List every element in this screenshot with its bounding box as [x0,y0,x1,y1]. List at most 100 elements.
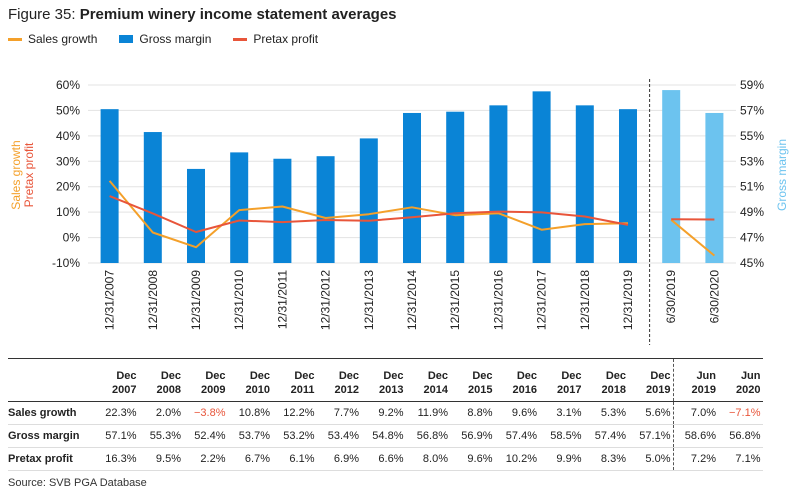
bar-gross-margin [403,112,421,263]
table-cell: 9.9% [539,447,584,471]
table-header-text: Dec [338,370,359,382]
table-cell: 7.1% [718,447,763,471]
x-tick-label: 12/31/2007 [103,270,117,330]
table-header-text: 2012 [334,384,359,396]
table-cell: 8.8% [450,401,495,425]
chart-legend: Sales growth Gross margin Pretax profit [8,32,318,46]
table-cell: 55.3% [138,424,183,448]
table-header-cell: Dec 2019 [628,358,673,402]
legend-label-pretax: Pretax profit [253,32,319,46]
table-header-text: Jun [696,370,716,382]
table-cell: 7.2% [672,447,718,471]
table-row-label: Sales growth [8,401,94,425]
table-cell: 57.4% [494,424,539,448]
x-tick-label: 12/31/2008 [146,270,160,330]
y-right-tick-label: 53% [740,154,764,168]
table-cell: −7.1% [718,401,763,425]
table-cell: 12.2% [272,401,317,425]
x-tick-label: 6/30/2020 [707,270,721,324]
y-left-tick-label: 60% [56,78,80,92]
table-header-text: 2010 [245,384,270,396]
table-header-text: Jun [740,370,761,382]
table-header-text: Dec [516,370,537,382]
x-tick-label: 12/31/2018 [578,270,592,330]
table-header-row: Dec 2007 Dec 2008 Dec 2009 Dec 2010 Dec 2011 Dec 20… [8,358,763,402]
table-cell: 6.9% [316,447,361,471]
y-left-tick-label: -10% [52,256,80,270]
table-header-cell: Dec 2008 [138,358,183,402]
table-cell: 58.5% [539,424,584,448]
table-header-text: 2014 [423,384,448,396]
figure-label: Figure 35: [8,6,76,23]
table-cell: 53.7% [227,424,272,448]
table-header-text: Dec [472,370,493,382]
source-note: Source: SVB PGA Database [8,477,147,489]
table-cell: 58.6% [672,424,718,448]
x-tick-label: 12/31/2012 [319,270,333,330]
table-cell: 56.9% [450,424,495,448]
y-right-tick-label: 49% [740,205,764,219]
table-cell: 6.1% [272,447,317,471]
table-header-text: 2015 [468,384,493,396]
y-left-tick-label: 0% [63,231,81,245]
table-row: Pretax profit 16.3% 9.5% 2.2% 6.7% 6.1% 6.9% 6.… [8,447,763,471]
y-left-tick-label: 40% [56,129,80,143]
table-header-text: Dec [650,370,671,382]
table-cell: 10.8% [227,401,272,425]
bar-gross-margin [532,91,551,263]
table-header-cell: Dec 2018 [583,358,628,402]
table-cell: 57.1% [628,424,673,448]
bar-gross-margin [187,168,205,263]
table-cell: 9.5% [138,447,183,471]
x-tick-label: 6/30/2019 [664,270,678,324]
table-header-cell: Dec 2016 [494,358,539,402]
line-sales-growth [670,219,716,257]
line-pretax-profit [109,195,629,233]
table-cell: 53.2% [272,424,317,448]
table-header-text: Dec [249,370,270,382]
table-cell: 8.0% [405,447,450,471]
y-right-tick-label: 51% [740,180,764,194]
table-cell: 6.7% [227,447,272,471]
table-header-cell: Dec 2009 [183,358,228,402]
table-cell: 57.4% [583,424,628,448]
y-right-tick-label: 45% [740,256,764,270]
data-table: Dec 2007 Dec 2008 Dec 2009 Dec 2010 Dec 2011 Dec 20… [8,358,763,471]
table-header-text: Dec [605,370,626,382]
figure-title: Figure 35: Premium winery income stateme… [8,6,397,23]
table-cell: 56.8% [718,424,763,448]
bar-gross-margin [489,105,508,263]
bar-gross-margin [359,138,378,263]
table-header-text: 2016 [512,384,537,396]
legend-item-gross: Gross margin [119,32,211,46]
legend-label-gross: Gross margin [139,32,212,46]
bar-gross-margin [619,109,637,264]
table-cell: 2.0% [138,401,183,425]
y-left-axis-title-pretax: Pretax profit [22,142,36,207]
y-left-tick-label: 30% [56,154,80,168]
bar-gross-margin [143,132,162,263]
table-header-text: Dec [294,370,315,382]
legend-item-pretax: Pretax profit [233,32,318,46]
x-tick-label: 12/31/2017 [535,270,549,330]
x-tick-label: 12/31/2010 [232,270,246,330]
table-row-label: Gross margin [8,424,94,448]
y-right-tick-label: 57% [740,103,764,117]
table-cell: 8.3% [583,447,628,471]
table-cell: 7.0% [672,401,718,425]
table-header-text: Dec [160,370,181,382]
table-cell: 52.4% [183,424,228,448]
legend-swatch-sales [8,37,22,41]
table-header-text: Dec [427,370,448,382]
figure-title-text: Premium winery income statement averages [79,6,397,23]
y-left-tick-label: 10% [56,205,80,219]
legend-label-sales: Sales growth [28,32,98,46]
x-tick-label: 12/31/2013 [362,270,376,330]
table-header-cell: Dec 2011 [272,358,317,402]
table-header-cell: Dec 2012 [316,358,361,402]
table-header-text: 2020 [736,384,761,396]
table-cell: 56.8% [405,424,450,448]
table-cell: 10.2% [494,447,539,471]
y-right-tick-label: 47% [740,231,764,245]
x-tick-label: 12/31/2009 [189,270,203,330]
